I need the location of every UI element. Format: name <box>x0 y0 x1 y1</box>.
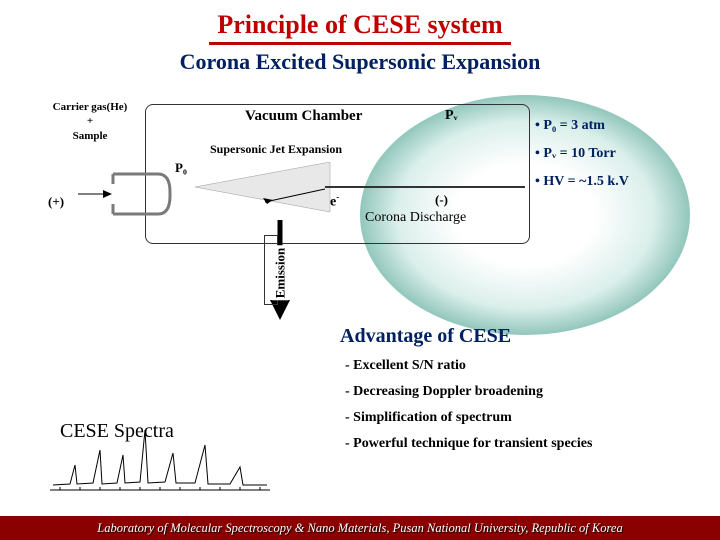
adv-item-1: - Excellent S/N ratio <box>345 358 592 374</box>
carrier-gas-label: Carrier gas(He) + Sample <box>40 100 140 143</box>
cathode-minus-label: (-) <box>435 192 448 208</box>
vacuum-chamber-label: Vacuum Chamber <box>245 108 362 125</box>
p0-label: P₀ <box>175 160 187 176</box>
bullet-p0: • P₀ = 3 atm <box>535 112 629 140</box>
spectrum-plot-icon <box>45 395 275 495</box>
page-title: Principle of CESE system <box>0 0 720 45</box>
adv-item-2: - Decreasing Doppler broadening <box>345 384 592 400</box>
corona-discharge-label: Corona Discharge <box>365 210 466 226</box>
advantage-list: - Excellent S/N ratio - Decreasing Doppl… <box>345 358 592 462</box>
anode-plus-label: (+) <box>48 194 64 210</box>
jet-expansion-label: Supersonic Jet Expansion <box>210 142 342 157</box>
subtitle: Corona Excited Supersonic Expansion <box>0 49 720 75</box>
pv-label: Pᵥ <box>445 108 458 124</box>
footer-bar: Laboratory of Molecular Spectroscopy & N… <box>0 516 720 540</box>
bullet-hv: • HV = ~1.5 k.V <box>535 168 629 196</box>
emission-label: Emission <box>272 246 288 301</box>
electron-label: e- <box>330 192 339 211</box>
inlet-nozzle-icon <box>78 164 173 224</box>
bullet-pv: • Pᵥ = 10 Torr <box>535 140 629 168</box>
title-text: Principle of CESE system <box>209 10 510 45</box>
parameters-list: • P₀ = 3 atm • Pᵥ = 10 Torr • HV = ~1.5 … <box>535 112 629 196</box>
advantage-heading: Advantage of CESE <box>340 325 511 348</box>
footer-text: Laboratory of Molecular Spectroscopy & N… <box>97 521 622 535</box>
adv-item-3: - Simplification of spectrum <box>345 410 592 426</box>
diagram-area: Carrier gas(He) + Sample Vacuum Chamber … <box>40 100 690 360</box>
adv-item-4: - Powerful technique for transient speci… <box>345 436 592 452</box>
